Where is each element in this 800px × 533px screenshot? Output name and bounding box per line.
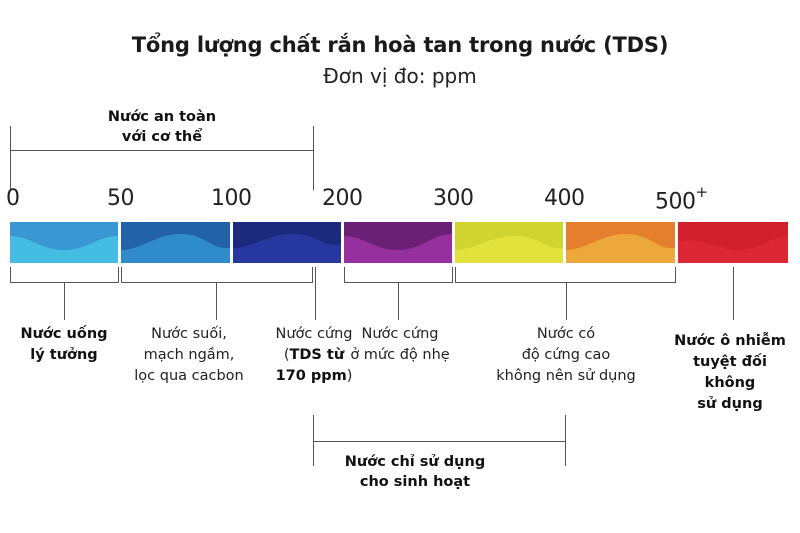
pointer-line: [64, 282, 65, 320]
label-line: lọc qua cacbon: [134, 368, 244, 384]
label-line: ở mức độ nhẹ: [350, 347, 450, 363]
safe-range-line: [10, 150, 314, 151]
label-line: không nên sử dụng: [496, 368, 636, 384]
segment-200-300: [344, 222, 452, 263]
label-line: Nước uống: [20, 326, 108, 342]
bracket-tick: [121, 267, 122, 283]
segment-500-plus: [678, 222, 788, 263]
label-high-hardness: Nước có độ cứng cao không nên sử dụng: [478, 324, 654, 387]
segment-300-400: [455, 222, 563, 263]
label-line: Nước cứng: [361, 326, 439, 342]
bracket-tick: [344, 267, 345, 283]
pointer-line: [398, 282, 399, 320]
safe-range-label-line1: Nước an toàn: [107, 109, 217, 125]
chart-title: Tổng lượng chất rắn hoà tan trong nước (…: [131, 33, 669, 57]
domestic-range-label: Nước chỉ sử dụng cho sinh hoạt: [330, 452, 500, 492]
tick-100: 100: [211, 186, 252, 211]
label-line: Nước cứng: [275, 326, 353, 342]
bracket-line: [121, 282, 313, 283]
segment-400-500: [566, 222, 675, 263]
bracket-tick: [455, 267, 456, 283]
segment-100-200: [233, 222, 341, 263]
bracket-tick: [118, 267, 119, 283]
bracket-tick: [312, 267, 313, 283]
pointer-line: [566, 282, 567, 320]
domestic-range-right-tick: [565, 415, 566, 466]
label-line: độ cứng cao: [521, 347, 611, 363]
tick-500-plus: 500+: [655, 183, 708, 215]
segment-0-50: [10, 222, 118, 263]
label-line: không: [704, 375, 756, 391]
tick-0: 0: [6, 186, 20, 211]
label-line: (TDS từ: [283, 347, 345, 363]
safe-range-right-tick: [313, 126, 314, 190]
label-hard-water: Nước cứng (TDS từ 170 ppm): [254, 324, 374, 387]
label-line: lý tưởng: [30, 347, 98, 363]
label-ideal-drinking: Nước uống lý tưởng: [0, 324, 128, 366]
segment-50-100: [121, 222, 230, 263]
domestic-range-left-tick: [313, 415, 314, 466]
label-mild-hard-water: Nước cứng ở mức độ nhẹ: [350, 324, 450, 366]
tick-400: 400: [544, 186, 585, 211]
unit-subtitle: Đơn vị đo: ppm: [323, 64, 477, 88]
label-line: Nước suối,: [151, 326, 227, 342]
safe-range-left-tick: [10, 126, 11, 190]
domestic-range-label-line1: Nước chỉ sử dụng: [344, 454, 486, 470]
label-spring-water: Nước suối, mạch ngầm, lọc qua cacbon: [118, 324, 260, 387]
label-line: Nước ô nhiễm: [674, 333, 786, 349]
domestic-range-label-line2: cho sinh hoạt: [359, 474, 471, 490]
label-polluted-water: Nước ô nhiễm tuyệt đối không sử dụng: [660, 331, 800, 415]
tick-300: 300: [433, 186, 474, 211]
domestic-range-line: [313, 441, 566, 442]
pointer-line: [216, 282, 217, 320]
label-line: 170 ppm): [275, 368, 353, 384]
tick-50: 50: [107, 186, 135, 211]
bracket-tick: [675, 267, 676, 283]
label-line: mạch ngầm,: [143, 347, 235, 363]
label-line: tuyệt đối: [693, 354, 767, 370]
label-line: Nước có: [536, 326, 596, 342]
bracket-tick: [10, 267, 11, 283]
safe-range-label: Nước an toàn với cơ thể: [62, 107, 262, 147]
safe-range-label-line2: với cơ thể: [121, 129, 203, 145]
pointer-500-plus: [733, 267, 734, 320]
tick-200: 200: [322, 186, 363, 211]
pointer-170: [315, 267, 316, 320]
bracket-line: [455, 282, 676, 283]
bracket-tick: [452, 267, 453, 283]
label-line: sử dụng: [697, 396, 763, 412]
